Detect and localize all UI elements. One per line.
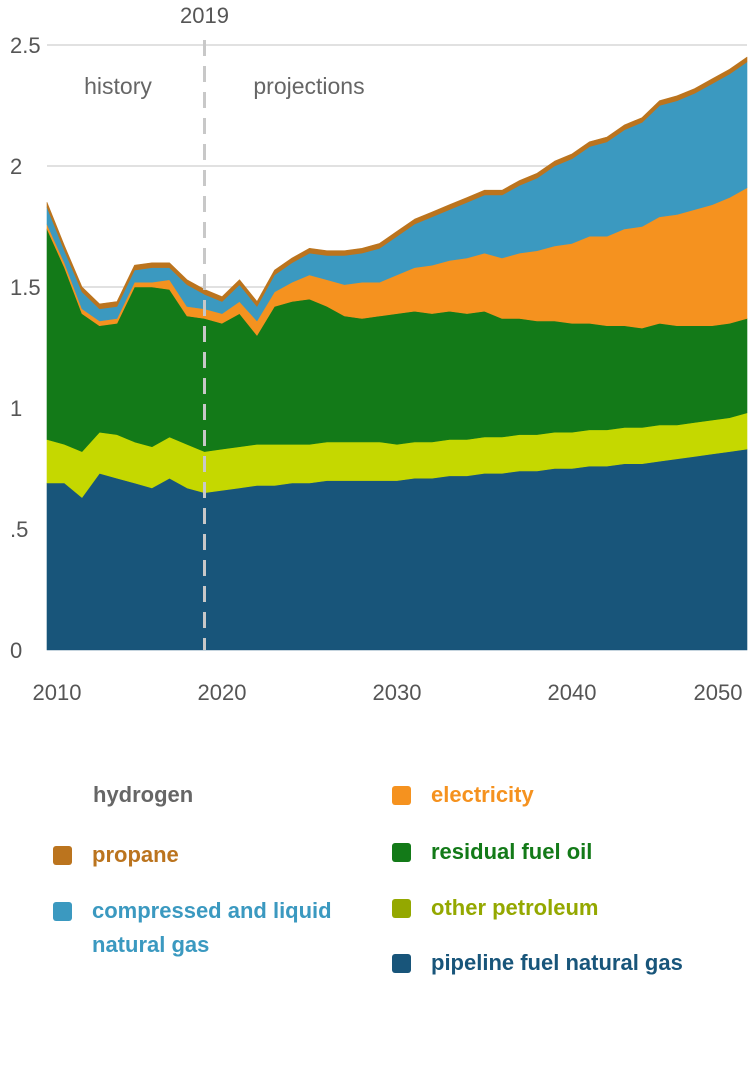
legend-label-other-petroleum: other petroleum xyxy=(431,895,599,920)
y-tick-label: 2 xyxy=(10,154,22,179)
legend-label-electricity: electricity xyxy=(431,782,534,807)
y-tick-label: 1 xyxy=(10,396,22,421)
legend: hydrogen propane compressed and liquid n… xyxy=(0,760,754,1060)
area-propane xyxy=(46,56,748,310)
legend-item-residual-fuel-oil: residual fuel oil xyxy=(392,839,592,869)
legend-item-hydrogen: hydrogen xyxy=(93,782,193,812)
stacked-area-chart: 2019 history projections 0 .5 1 1.5 2 2.5 201… xyxy=(10,3,748,705)
legend-label-cng: compressed and liquid natural gas xyxy=(92,898,332,957)
y-tick-label: 0 xyxy=(10,638,22,663)
legend-item-propane: propane xyxy=(53,842,179,872)
x-tick-label: 2020 xyxy=(198,680,247,705)
legend-label-residual-fuel-oil: residual fuel oil xyxy=(431,839,593,864)
area-series xyxy=(46,56,748,651)
legend-item-cng: compressed and liquid natural gas xyxy=(53,898,333,962)
legend-swatch-other-petroleum xyxy=(392,899,411,918)
legend-item-other-petroleum: other petroleum xyxy=(392,895,598,925)
legend-label-pipeline-fuel-natural-gas: pipeline fuel natural gas xyxy=(431,950,683,975)
legend-swatch-electricity xyxy=(392,786,411,805)
x-tick-label: 2030 xyxy=(373,680,422,705)
y-tick-label: .5 xyxy=(10,517,28,542)
legend-swatch-residual-fuel-oil xyxy=(392,843,411,862)
y-tick-label: 1.5 xyxy=(10,275,41,300)
legend-swatch-propane xyxy=(53,846,72,865)
x-tick-label: 2050 xyxy=(694,680,743,705)
x-tick-label: 2010 xyxy=(33,680,82,705)
history-label: history xyxy=(84,73,152,99)
y-axis-ticks: 0 .5 1 1.5 2 2.5 xyxy=(10,33,41,663)
legend-swatch-cng xyxy=(53,902,72,921)
legend-item-electricity: electricity xyxy=(392,782,534,812)
projections-label: projections xyxy=(253,73,364,99)
legend-label-hydrogen: hydrogen xyxy=(93,782,194,807)
y-tick-label: 2.5 xyxy=(10,33,41,58)
x-axis-ticks: 2010 2020 2030 2040 2050 xyxy=(33,680,743,705)
x-tick-label: 2040 xyxy=(548,680,597,705)
legend-label-propane: propane xyxy=(92,842,179,867)
legend-item-pipeline-fuel-natural-gas: pipeline fuel natural gas xyxy=(392,950,683,980)
divider-year-label: 2019 xyxy=(180,3,229,28)
legend-swatch-pipeline-fuel-natural-gas xyxy=(392,954,411,973)
